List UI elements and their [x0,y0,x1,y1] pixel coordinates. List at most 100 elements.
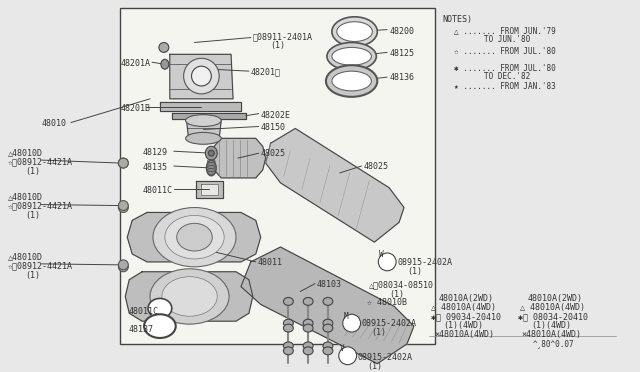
Ellipse shape [118,201,128,211]
Polygon shape [160,102,241,111]
Ellipse shape [153,208,236,267]
Text: 48202E: 48202E [260,111,291,120]
Ellipse shape [148,298,172,318]
Ellipse shape [332,17,378,46]
Ellipse shape [118,260,128,270]
Text: (1): (1) [371,328,387,337]
Text: ✱ ....... FROM JUL.'80: ✱ ....... FROM JUL.'80 [454,64,556,73]
Ellipse shape [332,71,371,91]
Text: △48010D: △48010D [8,148,43,157]
Ellipse shape [161,59,169,69]
Ellipse shape [339,347,356,365]
Text: W: W [379,250,383,259]
Text: (1)(4WD): (1)(4WD) [444,321,484,330]
Text: 48137: 48137 [128,325,154,334]
Ellipse shape [284,347,293,355]
Text: 48010A(2WD): 48010A(2WD) [438,295,493,304]
Ellipse shape [323,298,333,305]
Ellipse shape [284,342,293,350]
Ellipse shape [159,42,169,52]
Text: ^¸80^0.07: ^¸80^0.07 [532,339,574,348]
Text: (1): (1) [407,267,422,276]
Polygon shape [211,138,266,178]
Polygon shape [266,128,404,242]
Text: ☆ⓝ08912-4421A: ☆ⓝ08912-4421A [8,157,73,166]
Text: ×48010A(4WD): ×48010A(4WD) [435,330,495,339]
Text: 48011C: 48011C [128,307,158,316]
Ellipse shape [118,158,128,168]
Ellipse shape [206,160,216,176]
Ellipse shape [326,65,378,97]
Ellipse shape [150,269,229,324]
Ellipse shape [323,319,333,327]
Text: (1): (1) [26,211,40,221]
Polygon shape [170,54,233,99]
Polygon shape [202,184,218,195]
Text: △ 48010A(4WD): △ 48010A(4WD) [520,304,584,312]
Polygon shape [127,212,260,262]
Text: 48201A: 48201A [120,59,150,68]
Ellipse shape [378,253,396,271]
Text: 48103: 48103 [317,280,342,289]
Ellipse shape [162,277,217,316]
Text: 48025: 48025 [260,149,285,158]
Text: 48200: 48200 [389,27,414,36]
Ellipse shape [118,203,128,212]
Ellipse shape [323,342,333,350]
Ellipse shape [186,115,221,126]
Ellipse shape [303,298,313,305]
Text: 48011: 48011 [258,258,283,267]
Text: 48201B: 48201B [120,104,150,113]
Text: 48011C: 48011C [142,186,172,195]
Text: △ ....... FROM JUN.'79: △ ....... FROM JUN.'79 [454,27,556,36]
Text: ☆ ....... FROM JUL.'80: ☆ ....... FROM JUL.'80 [454,46,556,55]
Ellipse shape [323,324,333,332]
Ellipse shape [205,146,217,160]
Text: △48010D: △48010D [8,252,43,261]
Text: NOTES): NOTES) [442,15,472,24]
Ellipse shape [337,22,372,42]
Text: 48135: 48135 [142,163,167,172]
Ellipse shape [303,342,313,350]
Text: 08915-2402A: 08915-2402A [358,353,413,362]
Polygon shape [187,121,221,138]
Polygon shape [125,272,253,321]
Text: 08915-2402A: 08915-2402A [362,319,417,328]
Text: △48010D: △48010D [8,193,43,202]
Text: ✱Ⓑ 09034-20410: ✱Ⓑ 09034-20410 [431,312,500,321]
Text: 48150: 48150 [260,122,285,132]
Text: TO DEC.'82: TO DEC.'82 [484,72,531,81]
Text: 48136: 48136 [389,73,414,82]
Text: (1): (1) [26,167,40,176]
Ellipse shape [284,298,293,305]
Ellipse shape [118,158,128,168]
Text: 48125: 48125 [389,49,414,58]
Text: (1): (1) [271,41,285,49]
Text: ★ ....... FROM JAN.'83: ★ ....... FROM JAN.'83 [454,82,556,91]
Ellipse shape [303,347,313,355]
Text: ☆ⓝ08912-4421A: ☆ⓝ08912-4421A [8,202,73,211]
Ellipse shape [209,150,214,156]
Text: 08915-2402A: 08915-2402A [397,258,452,267]
Ellipse shape [186,132,221,144]
Text: 48010: 48010 [42,119,67,128]
Text: △Ⓑ08034-08510: △Ⓑ08034-08510 [369,280,435,290]
Ellipse shape [144,314,176,338]
Text: 48129: 48129 [142,148,167,157]
Ellipse shape [343,314,360,332]
Text: △ 48010A(4WD): △ 48010A(4WD) [431,304,496,312]
Text: ☆ 48010B: ☆ 48010B [367,298,408,307]
Ellipse shape [165,215,224,259]
Text: TO JUN.'80: TO JUN.'80 [484,35,531,44]
Polygon shape [172,113,246,119]
Ellipse shape [303,319,313,327]
Text: ☆ⓝ08912-4421A: ☆ⓝ08912-4421A [8,261,73,270]
Text: 48025: 48025 [364,162,388,171]
Ellipse shape [284,324,293,332]
Text: 48201ℓ: 48201ℓ [251,67,281,76]
Ellipse shape [323,347,333,355]
Polygon shape [241,247,414,364]
Text: V: V [339,344,344,353]
Ellipse shape [327,42,376,70]
Text: ×48010A(4WD): ×48010A(4WD) [522,330,582,339]
